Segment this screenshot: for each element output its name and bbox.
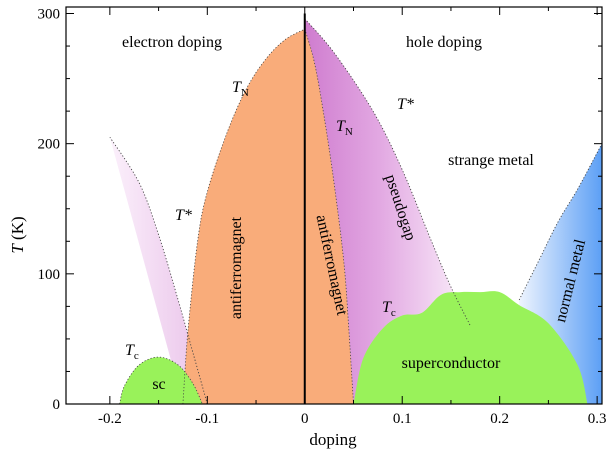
x-tick-label: 0 <box>301 411 309 427</box>
tn-line-electron <box>182 28 305 404</box>
normal-metal-boundary-line <box>518 143 602 301</box>
tn-line-hole <box>304 28 354 404</box>
y-tick-label: 200 <box>38 137 61 153</box>
tstar-label-hole: T* <box>397 96 414 113</box>
x-tick-label: -0.2 <box>98 411 122 427</box>
axis-ticks: -0.2 -0.1 0 0.1 0.2 0.3 0 100 200 300 <box>38 7 607 427</box>
x-tick-label: -0.1 <box>195 411 219 427</box>
y-tick-label: 100 <box>38 267 61 283</box>
tc-label-hole: Tc <box>382 299 396 319</box>
x-axis-title: doping <box>309 430 357 449</box>
plot-frame <box>65 6 603 405</box>
y-tick-label: 0 <box>53 397 61 413</box>
x-tick-label: 0.1 <box>393 411 412 427</box>
y-axis-title: T (K) <box>8 216 27 253</box>
x-tick-label: 0.3 <box>588 411 607 427</box>
sc-label: sc <box>152 376 165 393</box>
electron-doping-label: electron doping <box>122 34 222 51</box>
tn-label-electron: TN <box>232 79 249 99</box>
pseudogap-region-electron <box>109 29 305 404</box>
antiferromagnet-label-electron: antiferromagnet <box>228 216 245 319</box>
tn-label-hole: TN <box>336 118 353 138</box>
y-tick-label: 300 <box>38 7 61 23</box>
superconductor-dome-hole <box>353 291 588 404</box>
x-tick-label: 0.2 <box>490 411 509 427</box>
hole-doping-label: hole doping <box>406 34 482 51</box>
strange-metal-label: strange metal <box>448 152 534 169</box>
tc-label-electron: Tc <box>125 342 139 362</box>
superconductor-dome-electron <box>119 357 203 404</box>
superconductor-label: superconductor <box>402 355 501 372</box>
tstar-line-hole <box>304 18 471 327</box>
tstar-label-electron: T* <box>175 207 192 224</box>
antiferromagnet-region-hole <box>304 29 354 404</box>
antiferromagnet-region-electron <box>182 29 305 404</box>
